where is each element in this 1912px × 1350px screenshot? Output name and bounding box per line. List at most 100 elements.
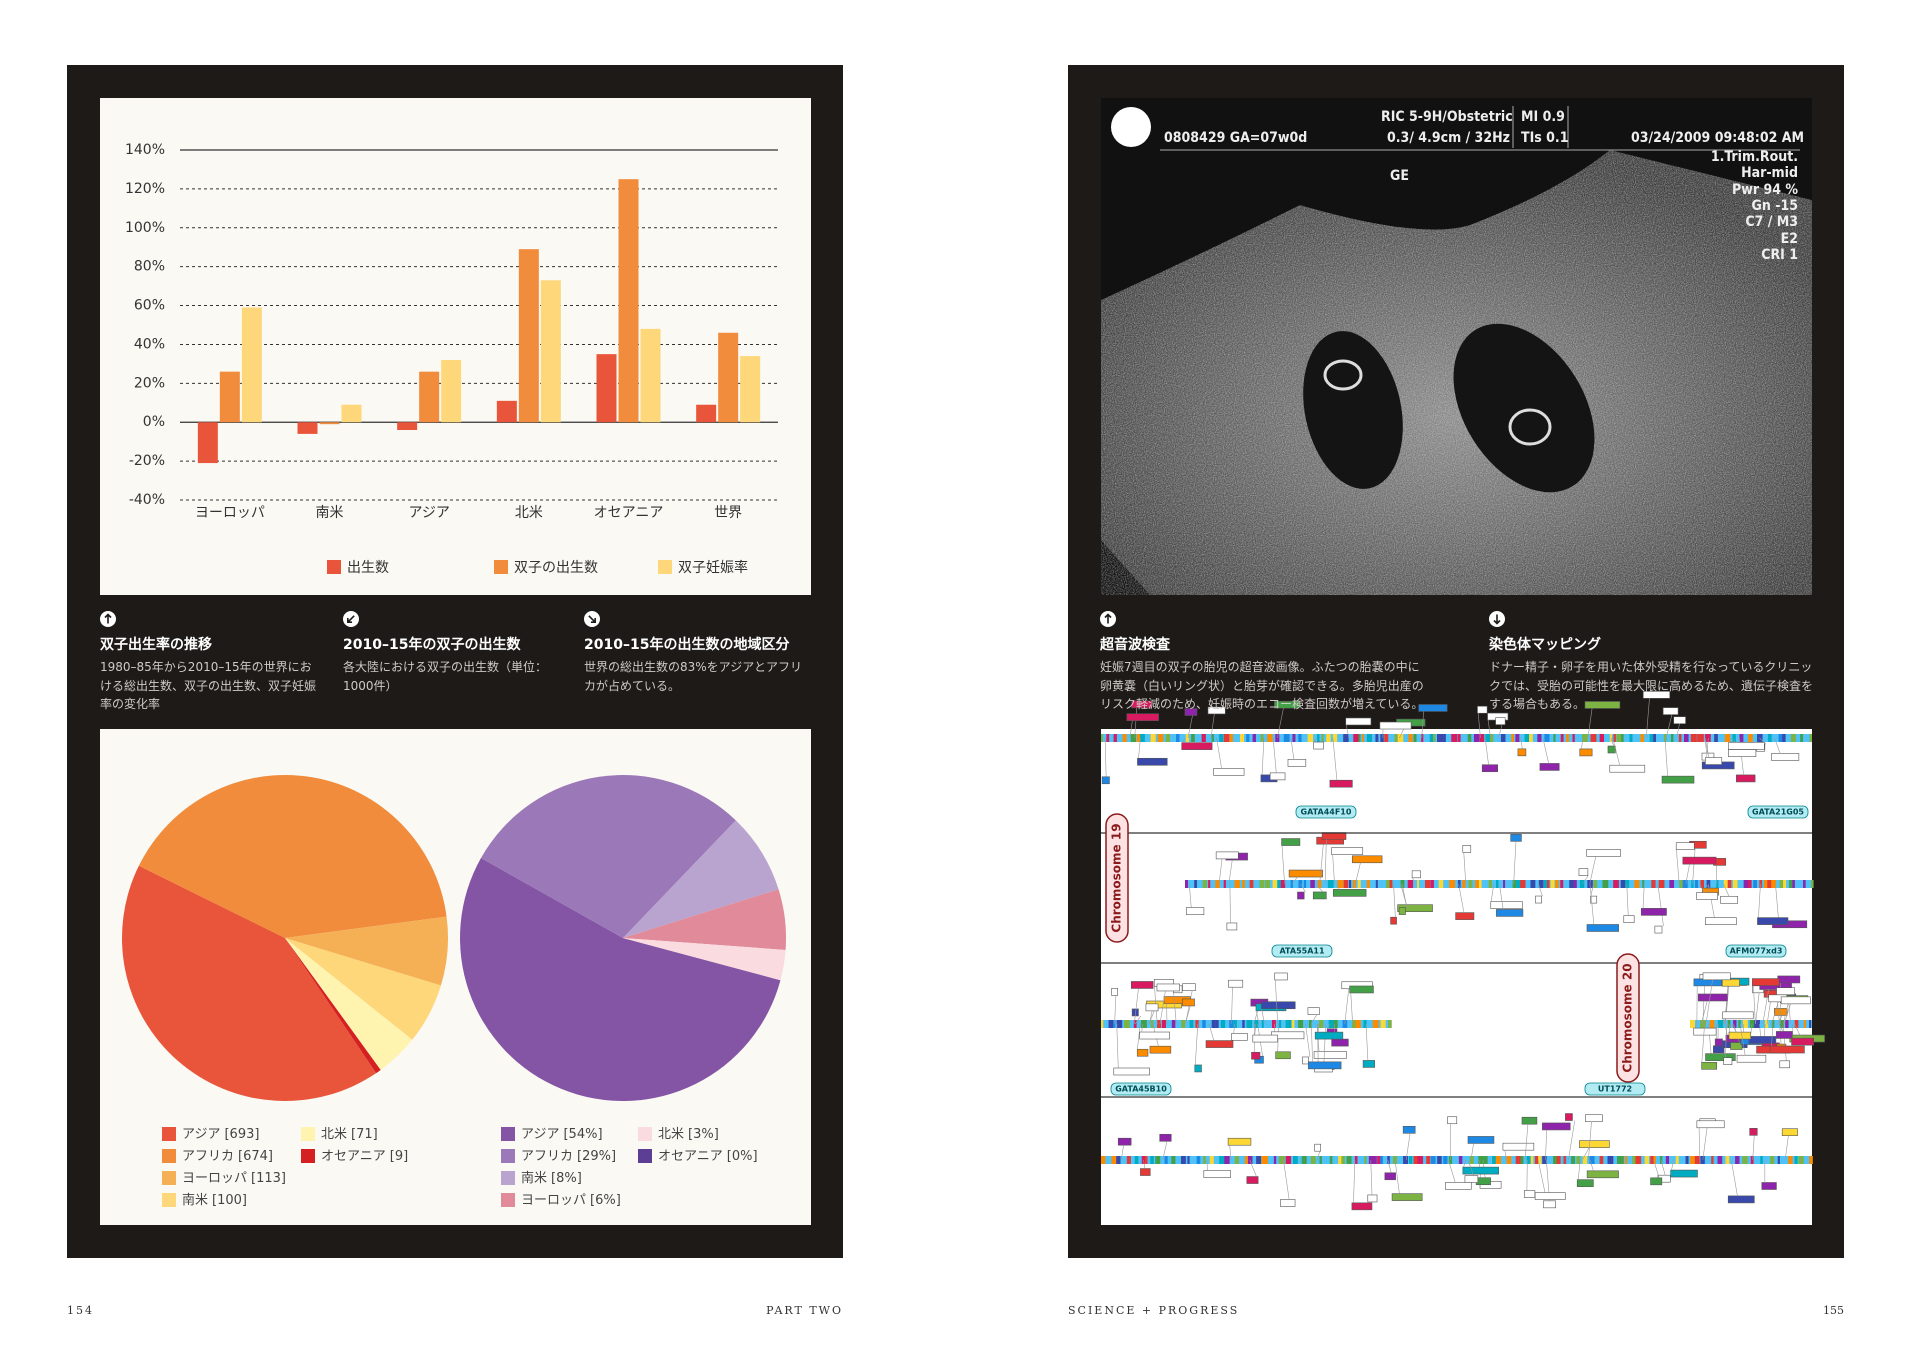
bar	[640, 328, 661, 423]
legend-swatch	[658, 560, 672, 574]
marker-label: GATA45B10	[1115, 1085, 1167, 1094]
gene-box	[1781, 1128, 1798, 1136]
chromosome-band	[1256, 1156, 1262, 1164]
chromosome-band	[1790, 734, 1796, 742]
gene-box	[1623, 915, 1635, 923]
chromosome-band	[1259, 880, 1265, 888]
gene-box	[1675, 842, 1695, 851]
probe-marker	[1111, 107, 1151, 147]
chromosome-band	[1624, 1156, 1628, 1164]
pie-slice	[285, 938, 441, 1040]
gene-box	[1661, 775, 1695, 784]
chromosome-band	[1651, 880, 1656, 888]
gene-link	[1210, 713, 1215, 739]
gene-box	[1288, 869, 1323, 878]
chromosome-band	[1292, 1156, 1298, 1164]
chromosome-band	[1208, 880, 1211, 888]
gene-link	[1159, 990, 1166, 1025]
gene-link	[1114, 995, 1117, 1025]
gene-box	[1280, 1199, 1296, 1207]
chromosome-band	[1512, 880, 1517, 888]
ultrasound-overlay-text: GE	[1390, 168, 1409, 184]
gene-box	[1402, 1125, 1416, 1134]
chromosome-band	[1520, 880, 1526, 888]
gene-link	[1582, 1147, 1590, 1161]
chromosome-band	[1524, 734, 1531, 742]
chromosome-band	[1495, 1156, 1501, 1164]
gene-box	[1714, 1038, 1723, 1047]
legend-swatch	[301, 1149, 315, 1163]
chromosome-label-box	[1616, 953, 1640, 1083]
gene-link	[1332, 854, 1335, 885]
chromosome-band	[1234, 1156, 1239, 1164]
chromosome-band	[1364, 1156, 1367, 1164]
chromosome-band	[1803, 880, 1806, 888]
gene-box	[1701, 1062, 1718, 1070]
chromosome-band	[1629, 734, 1633, 742]
legend-swatch	[494, 560, 508, 574]
chromosome-band	[1211, 734, 1214, 742]
chromosome-band	[1329, 1156, 1333, 1164]
gene-box	[1227, 1137, 1252, 1146]
chromosome-band	[1617, 1156, 1622, 1164]
chromosome-band	[1733, 1020, 1737, 1028]
chromosome-band	[1653, 1156, 1656, 1164]
chromosome-band	[1310, 880, 1315, 888]
gene-link	[1587, 708, 1593, 739]
chromosome-band	[1700, 734, 1704, 742]
marker-box	[1110, 1082, 1172, 1096]
gene-link	[1405, 1133, 1411, 1161]
y-tick-label: 40%	[134, 336, 165, 352]
bar	[718, 332, 739, 423]
gene-box	[1584, 701, 1621, 709]
y-tick-label: 100%	[125, 220, 165, 236]
bar	[596, 354, 617, 423]
chromosome-band	[1479, 734, 1485, 742]
chromosome-band	[1739, 734, 1744, 742]
gene-link	[1231, 987, 1233, 1025]
chromosome-band	[1388, 1020, 1392, 1028]
chromosome-band	[1555, 880, 1559, 888]
gene-box	[1126, 713, 1159, 721]
gene-box	[1475, 1177, 1491, 1186]
chromosome-band	[1116, 1156, 1121, 1164]
gene-link	[1173, 992, 1177, 1025]
chromosome-band	[1653, 734, 1657, 742]
gene-box	[1673, 716, 1686, 725]
x-tick-label: オセアニア	[594, 505, 664, 521]
ultrasound-overlay-text: 0808429 GA=07w0d	[1164, 130, 1307, 146]
gene-box	[1578, 868, 1589, 876]
chromosome-band	[1358, 734, 1361, 742]
legend-value: [54%]	[563, 1127, 602, 1142]
gene-link	[1577, 1159, 1581, 1180]
legend-value: [674]	[238, 1149, 273, 1164]
chromosome-band	[1101, 734, 1104, 742]
chromosome-band	[1473, 734, 1480, 742]
gene-link	[1477, 713, 1481, 739]
gene-link	[1589, 856, 1597, 885]
chromosome-band	[1449, 880, 1456, 888]
chromosome-band	[1743, 880, 1750, 888]
gene-link	[1305, 1023, 1311, 1058]
gene-box	[1696, 892, 1718, 900]
chromosome-band	[1717, 1020, 1724, 1028]
chromosome-band	[1242, 880, 1245, 888]
chromosome-band	[1778, 734, 1785, 742]
chromosome-band	[1384, 734, 1389, 742]
gene-box	[1390, 916, 1397, 925]
gene-link	[1664, 737, 1668, 777]
chromosome-band	[1550, 880, 1555, 888]
legend-category: アジア	[521, 1127, 559, 1142]
gene-box	[1654, 925, 1663, 934]
caption: 双子出生率の推移 1980–85年から2010–15年の世界における総出生数、双子…	[100, 608, 320, 714]
gene-link	[1141, 1023, 1143, 1033]
gene-link	[1182, 737, 1186, 743]
chromosome-band	[1443, 1156, 1448, 1164]
gene-box	[1140, 1168, 1151, 1176]
gene-link	[1708, 883, 1715, 918]
chromosome-band	[1700, 1156, 1705, 1164]
legend-label: ヨーロッパ [113]	[182, 1171, 286, 1186]
gene-link	[1133, 988, 1139, 1025]
bar	[518, 249, 539, 423]
